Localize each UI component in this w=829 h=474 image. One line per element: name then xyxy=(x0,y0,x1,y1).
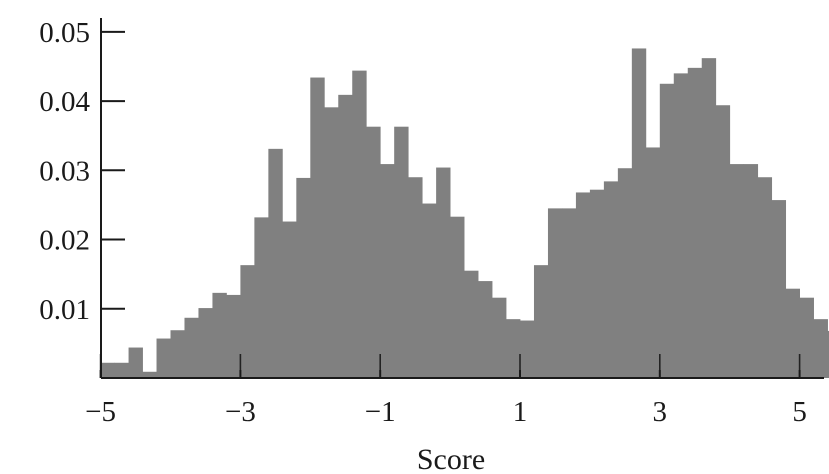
histogram-bar xyxy=(715,105,731,378)
x-tick-label: 1 xyxy=(513,396,528,428)
histogram-bar xyxy=(785,288,800,378)
histogram-bar xyxy=(408,177,423,378)
histogram-bar xyxy=(813,319,828,378)
histogram-bar xyxy=(533,265,549,378)
histogram-bar xyxy=(352,70,367,379)
histogram-bar xyxy=(338,94,353,378)
histogram-bar xyxy=(547,208,563,378)
y-tick-label: 0.02 xyxy=(39,225,90,257)
histogram-bar xyxy=(394,126,409,378)
histogram-bar xyxy=(478,281,493,378)
histogram-bar xyxy=(645,147,661,378)
histogram-bar xyxy=(324,107,339,378)
histogram-bar xyxy=(422,203,437,378)
histogram-bar xyxy=(799,297,814,378)
histogram-bar xyxy=(170,330,185,378)
x-tick-label: −5 xyxy=(85,396,116,428)
x-axis-title: Score xyxy=(417,443,485,474)
bars-group xyxy=(100,48,829,379)
histogram-bar xyxy=(450,216,465,378)
histogram-bar xyxy=(492,297,507,378)
histogram-bar xyxy=(673,73,689,378)
histogram-bar xyxy=(128,347,143,378)
histogram-bar xyxy=(827,330,829,378)
histogram-bar xyxy=(771,200,787,378)
histogram-bar xyxy=(561,208,577,378)
histogram-bar xyxy=(464,270,479,378)
histogram-bar xyxy=(254,217,269,378)
histogram-bar xyxy=(296,177,311,378)
histogram-bar xyxy=(589,189,605,378)
histogram-bar xyxy=(226,294,241,378)
histogram-bar xyxy=(729,164,745,378)
y-tick-label: 0.03 xyxy=(39,155,90,187)
histogram-bar xyxy=(617,168,633,378)
y-ticks-group: 0.01 0.02 0.03 0.04 0.05 xyxy=(39,17,125,326)
x-tick-label: −3 xyxy=(225,396,256,428)
histogram-bar xyxy=(520,320,535,378)
histogram-bar xyxy=(142,371,157,378)
histogram-bar xyxy=(575,192,591,378)
x-tick-label: −1 xyxy=(365,396,396,428)
histogram-bar xyxy=(659,83,675,379)
y-tick-label: 0.05 xyxy=(39,17,90,49)
histogram-bar xyxy=(757,177,773,378)
x-ticks-group: −5 −3 −1 1 3 5 xyxy=(85,370,807,428)
histogram-bar xyxy=(310,77,325,378)
histogram-bar xyxy=(380,164,395,378)
y-tick-label: 0.01 xyxy=(39,294,90,326)
histogram-bar xyxy=(631,48,647,379)
histogram-bar xyxy=(156,338,171,378)
histogram-bar xyxy=(436,167,451,378)
histogram-bar xyxy=(366,126,381,378)
histogram-bar xyxy=(114,362,129,378)
histogram-bar xyxy=(506,319,521,378)
histogram-bar xyxy=(268,148,283,378)
histogram-bar xyxy=(687,67,703,378)
histogram-bar xyxy=(240,265,255,378)
histogram-bar xyxy=(184,317,199,378)
histogram-bar xyxy=(100,362,115,378)
histogram-bar xyxy=(603,181,619,378)
histogram-bar xyxy=(743,164,759,378)
x-tick-label: 3 xyxy=(653,396,668,428)
x-tick-label: 5 xyxy=(792,396,807,428)
histogram-bar xyxy=(198,308,213,378)
histogram-bar xyxy=(701,58,717,379)
histogram-bar xyxy=(212,292,227,378)
histogram-bar xyxy=(282,221,297,378)
y-tick-label: 0.04 xyxy=(39,86,90,118)
